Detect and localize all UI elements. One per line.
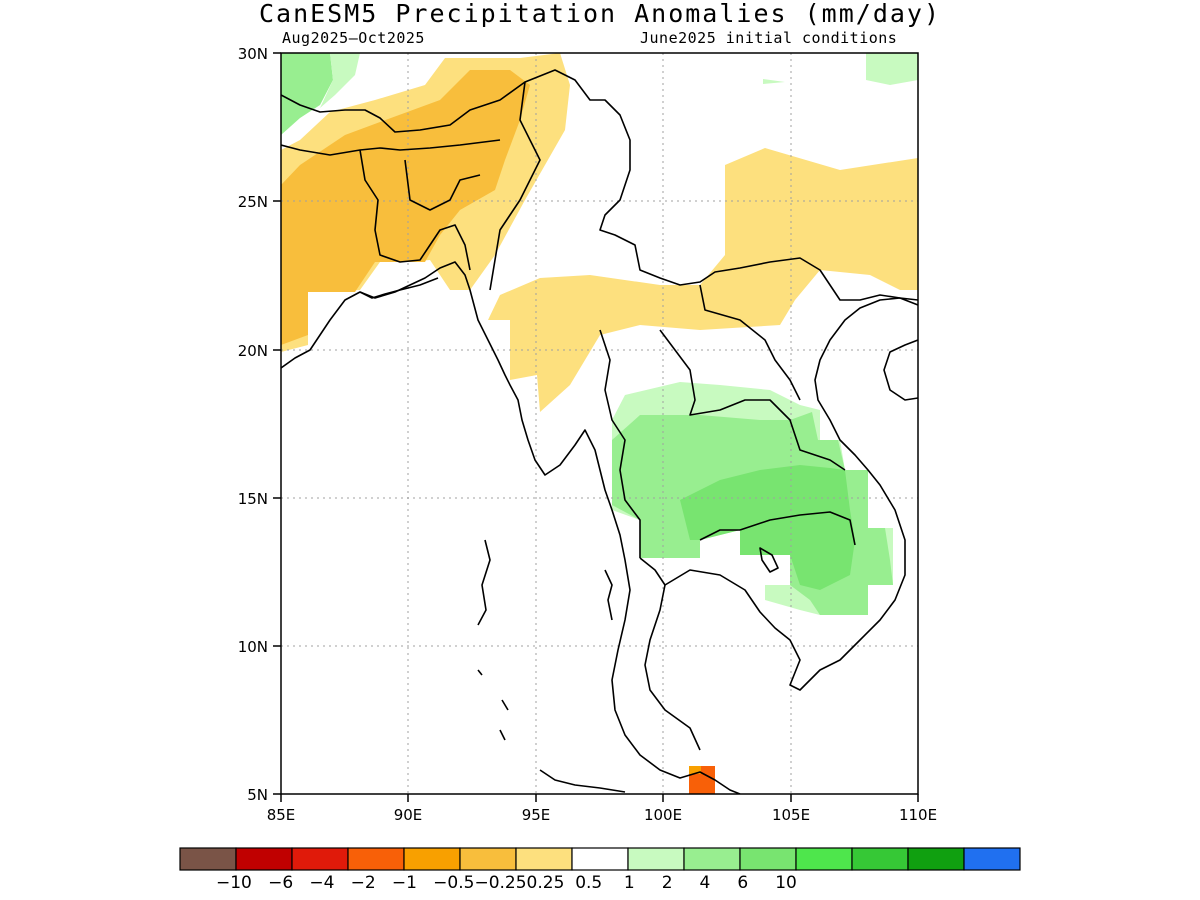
x-tick-label: 100E <box>644 806 682 824</box>
colorbar-swatch <box>571 847 629 871</box>
colorbar-swatch <box>403 847 461 871</box>
colorbar <box>179 847 1021 871</box>
map-title: CanESM5 Precipitation Anomalies (mm/day) <box>258 0 942 28</box>
x-tick-label: 105E <box>772 806 810 824</box>
colorbar-swatch <box>347 847 405 871</box>
y-tick-label: 10N <box>238 638 268 656</box>
y-tick-label: 30N <box>238 45 268 63</box>
colorbar-swatch <box>907 847 965 871</box>
y-tick-label: 20N <box>238 342 268 360</box>
colorbar-swatch <box>179 847 237 871</box>
dry-anomaly-medium-northwest <box>281 70 530 345</box>
y-tick-label: 5N <box>247 786 268 804</box>
x-tick-label: 95E <box>522 806 551 824</box>
colorbar-swatch <box>963 847 1021 871</box>
colorbar-swatch <box>235 847 293 871</box>
coastlines-and-borders <box>281 69 918 794</box>
colorbar-labels: −10 −6 −4 −2 −1 −0.5−0.250.25 0.5 1 2 4 … <box>216 873 797 893</box>
x-tick-label: 110E <box>899 806 937 824</box>
colorbar-swatch <box>291 847 349 871</box>
map-frame <box>280 52 919 795</box>
forecast-period: Aug2025–Oct2025 <box>282 29 425 47</box>
colorbar-swatch <box>683 847 741 871</box>
wet-anomaly-small <box>763 79 785 84</box>
initial-conditions: June2025 initial conditions <box>640 29 898 47</box>
dry-anomaly-south-cell-edge <box>689 766 701 774</box>
wet-anomaly-northeast-corner <box>866 53 918 85</box>
colorbar-swatch <box>795 847 853 871</box>
anomaly-shading <box>281 53 918 794</box>
map-grid <box>281 53 918 794</box>
wet-anomaly-north-edge <box>281 53 333 135</box>
colorbar-swatch <box>739 847 797 871</box>
x-tick-label: 85E <box>267 806 296 824</box>
wet-anomaly-north-edge-light <box>320 53 360 108</box>
axis-ticks <box>273 52 919 802</box>
y-tick-label: 25N <box>238 193 268 211</box>
colorbar-swatch <box>851 847 909 871</box>
colorbar-swatch <box>515 847 573 871</box>
y-tick-label: 15N <box>238 490 268 508</box>
dry-anomaly-east-band <box>488 148 918 412</box>
colorbar-swatch <box>459 847 517 871</box>
colorbar-swatch <box>627 847 685 871</box>
wet-anomaly-strong-indochina <box>680 465 855 590</box>
x-tick-label: 90E <box>394 806 423 824</box>
